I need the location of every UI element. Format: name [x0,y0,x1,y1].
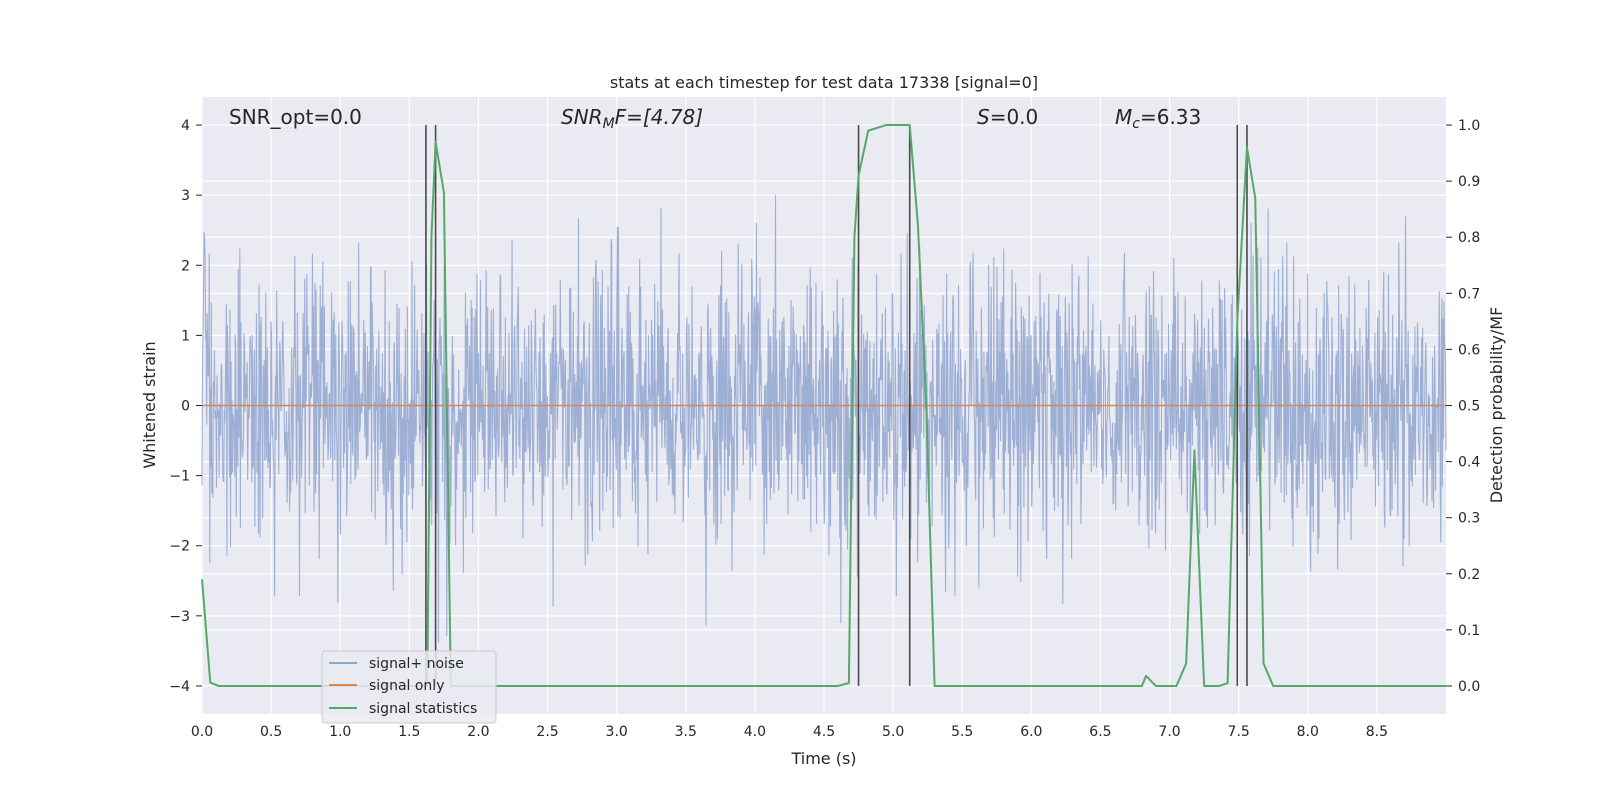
x-tick-label: 0.5 [260,724,282,740]
y-tick-label: 3 [181,188,190,204]
y-axis-ticks: 4 3 2 1 0 −1 −2 −3 −4 [169,118,202,695]
signal-statistics-line [201,124,1446,687]
y2-axis-label: Detection probability/MF [1487,307,1506,504]
y2-tick-label: 0.4 [1458,455,1480,471]
x-tick-label: 8.5 [1366,724,1388,740]
legend-label-signal-noise: signal+ noise [369,656,464,672]
x-tick-label: 4.5 [813,724,835,740]
x-tick-label: 6.0 [1020,724,1042,740]
y2-tick-label: 1.0 [1458,118,1480,134]
y-tick-label: 0 [181,399,190,415]
x-tick-label: 5.5 [951,724,973,740]
x-tick-label: 8.0 [1297,724,1319,740]
x-tick-label: 7.5 [1228,724,1250,740]
x-tick-label: 3.5 [675,724,697,740]
y2-tick-label: 0.1 [1458,623,1480,639]
y2-axis-ticks: 1.0 0.9 0.8 0.7 0.6 0.5 0.4 0.3 0.2 0.1 0.0 [1446,118,1480,695]
annotation-mc-sub: c [1132,116,1140,132]
annotation-snr-mf-rest: F=[4.78] [615,105,703,129]
annotation-snr-mf: SNRMF=[4.78] [561,105,703,132]
y-tick-label: 1 [181,328,190,344]
annotation-snr-opt: SNR_opt=0.0 [229,105,362,129]
x-tick-label: 2.0 [467,724,489,740]
annotation-snr-mf-main: SNR [561,105,603,129]
y-axis-label: Whitened strain [140,341,159,468]
x-tick-label: 6.5 [1089,724,1111,740]
y2-tick-label: 0.2 [1458,567,1480,583]
legend: signal+ noise signal only signal statist… [321,650,497,724]
series-signal-statistics [201,124,1446,687]
y2-tick-label: 0.0 [1458,679,1480,695]
x-axis-ticks: 0.0 0.5 1.0 1.5 2.0 2.5 3.0 3.5 4.0 4.5 5.0 5.5 6.0 6… [191,724,1388,740]
annotation-s-main: S [977,105,990,129]
annotation-snr-mf-sub: M [603,116,615,132]
y2-tick-label: 0.3 [1458,511,1480,527]
legend-label-signal-statistics: signal statistics [369,701,477,717]
annotation-s-rest: =0.0 [990,105,1039,129]
annotation-mc-main: M [1115,105,1132,129]
x-tick-label: 4.0 [744,724,766,740]
y-tick-label: −4 [169,679,190,695]
y2-tick-label: 0.9 [1458,174,1480,190]
y-tick-label: 2 [181,258,190,274]
y-tick-label: −2 [169,539,190,555]
y2-tick-label: 0.7 [1458,286,1480,302]
x-tick-label: 2.5 [536,724,558,740]
x-tick-label: 3.0 [606,724,628,740]
legend-label-signal-only: signal only [369,678,444,694]
annotation-mc: Mc=6.33 [1115,105,1201,132]
y2-tick-label: 0.6 [1458,342,1480,358]
annotation-s: S=0.0 [977,105,1038,129]
x-tick-label: 1.0 [329,724,351,740]
y-tick-label: 4 [181,118,190,134]
y2-tick-label: 0.8 [1458,230,1480,246]
x-tick-label: 5.0 [882,724,904,740]
x-tick-label: 1.5 [398,724,420,740]
signal-noise-trace [201,194,1447,643]
y2-tick-label: 0.5 [1458,399,1480,415]
y-tick-label: −3 [169,609,190,625]
legend-box [321,650,497,724]
vertical-markers [425,125,1248,686]
series-signal-noise [201,194,1447,643]
x-tick-label: 7.0 [1158,724,1180,740]
chart-title: stats at each timestep for test data 173… [610,73,1038,92]
x-axis-label: Time (s) [790,749,856,768]
y-tick-label: −1 [169,469,190,485]
x-tick-label: 0.0 [191,724,213,740]
annotation-mc-rest: =6.33 [1140,105,1201,129]
